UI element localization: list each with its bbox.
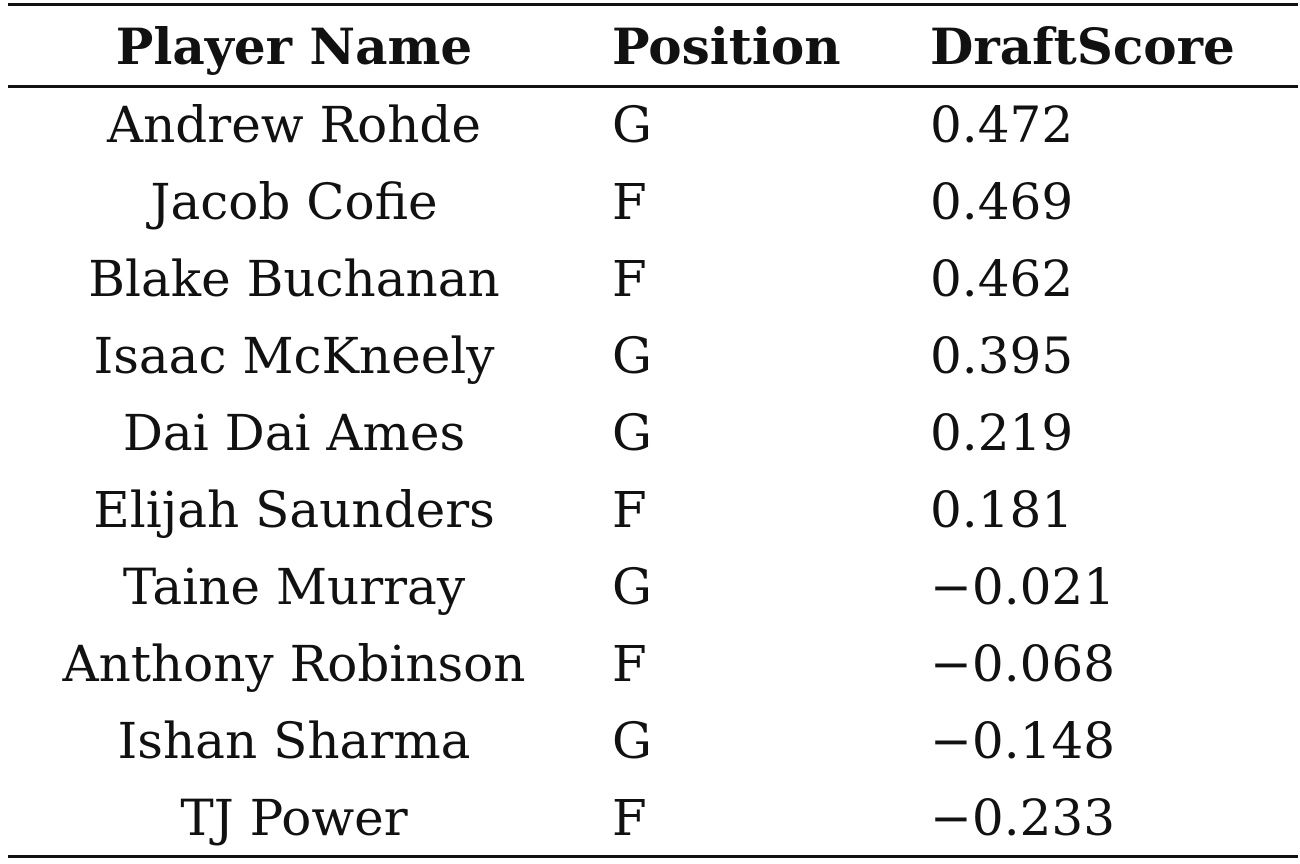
cell-player-name: Blake Buchanan bbox=[88, 250, 500, 308]
cell-player-name: Jacob Cofie bbox=[150, 173, 438, 231]
cell-position: F bbox=[612, 635, 647, 693]
cell-position: F bbox=[612, 789, 647, 847]
cell-draftscore: −0.068 bbox=[930, 635, 1116, 693]
cell-position: F bbox=[612, 250, 647, 308]
cell-draftscore: 0.469 bbox=[930, 173, 1074, 231]
cell-player-name: Elijah Saunders bbox=[93, 481, 495, 539]
header-draftscore: DraftScore bbox=[930, 17, 1235, 76]
cell-player-name: Dai Dai Ames bbox=[122, 404, 466, 462]
cell-draftscore: 0.472 bbox=[930, 96, 1074, 154]
header-player-name: Player Name bbox=[115, 17, 473, 76]
cell-position: G bbox=[612, 558, 652, 616]
cell-position: G bbox=[612, 327, 652, 385]
header-position: Position bbox=[612, 17, 841, 76]
cell-position: F bbox=[612, 173, 647, 231]
cell-draftscore: 0.462 bbox=[930, 250, 1074, 308]
cell-player-name: TJ Power bbox=[180, 789, 408, 847]
top-rule bbox=[8, 3, 1298, 6]
cell-player-name: Taine Murray bbox=[122, 558, 466, 616]
cell-player-name: Ishan Sharma bbox=[117, 712, 471, 770]
cell-position: G bbox=[612, 96, 652, 154]
cell-draftscore: −0.021 bbox=[930, 558, 1116, 616]
cell-draftscore: −0.233 bbox=[930, 789, 1116, 847]
bottom-rule bbox=[8, 855, 1298, 858]
cell-draftscore: −0.148 bbox=[930, 712, 1116, 770]
cell-position: G bbox=[612, 712, 652, 770]
cell-player-name: Isaac McKneely bbox=[93, 327, 495, 385]
cell-draftscore: 0.395 bbox=[930, 327, 1074, 385]
cell-player-name: Anthony Robinson bbox=[62, 635, 526, 693]
cell-player-name: Andrew Rohde bbox=[106, 96, 482, 154]
cell-draftscore: 0.219 bbox=[930, 404, 1074, 462]
cell-position: G bbox=[612, 404, 652, 462]
header-rule bbox=[8, 85, 1298, 88]
cell-position: F bbox=[612, 481, 647, 539]
cell-draftscore: 0.181 bbox=[930, 481, 1074, 539]
